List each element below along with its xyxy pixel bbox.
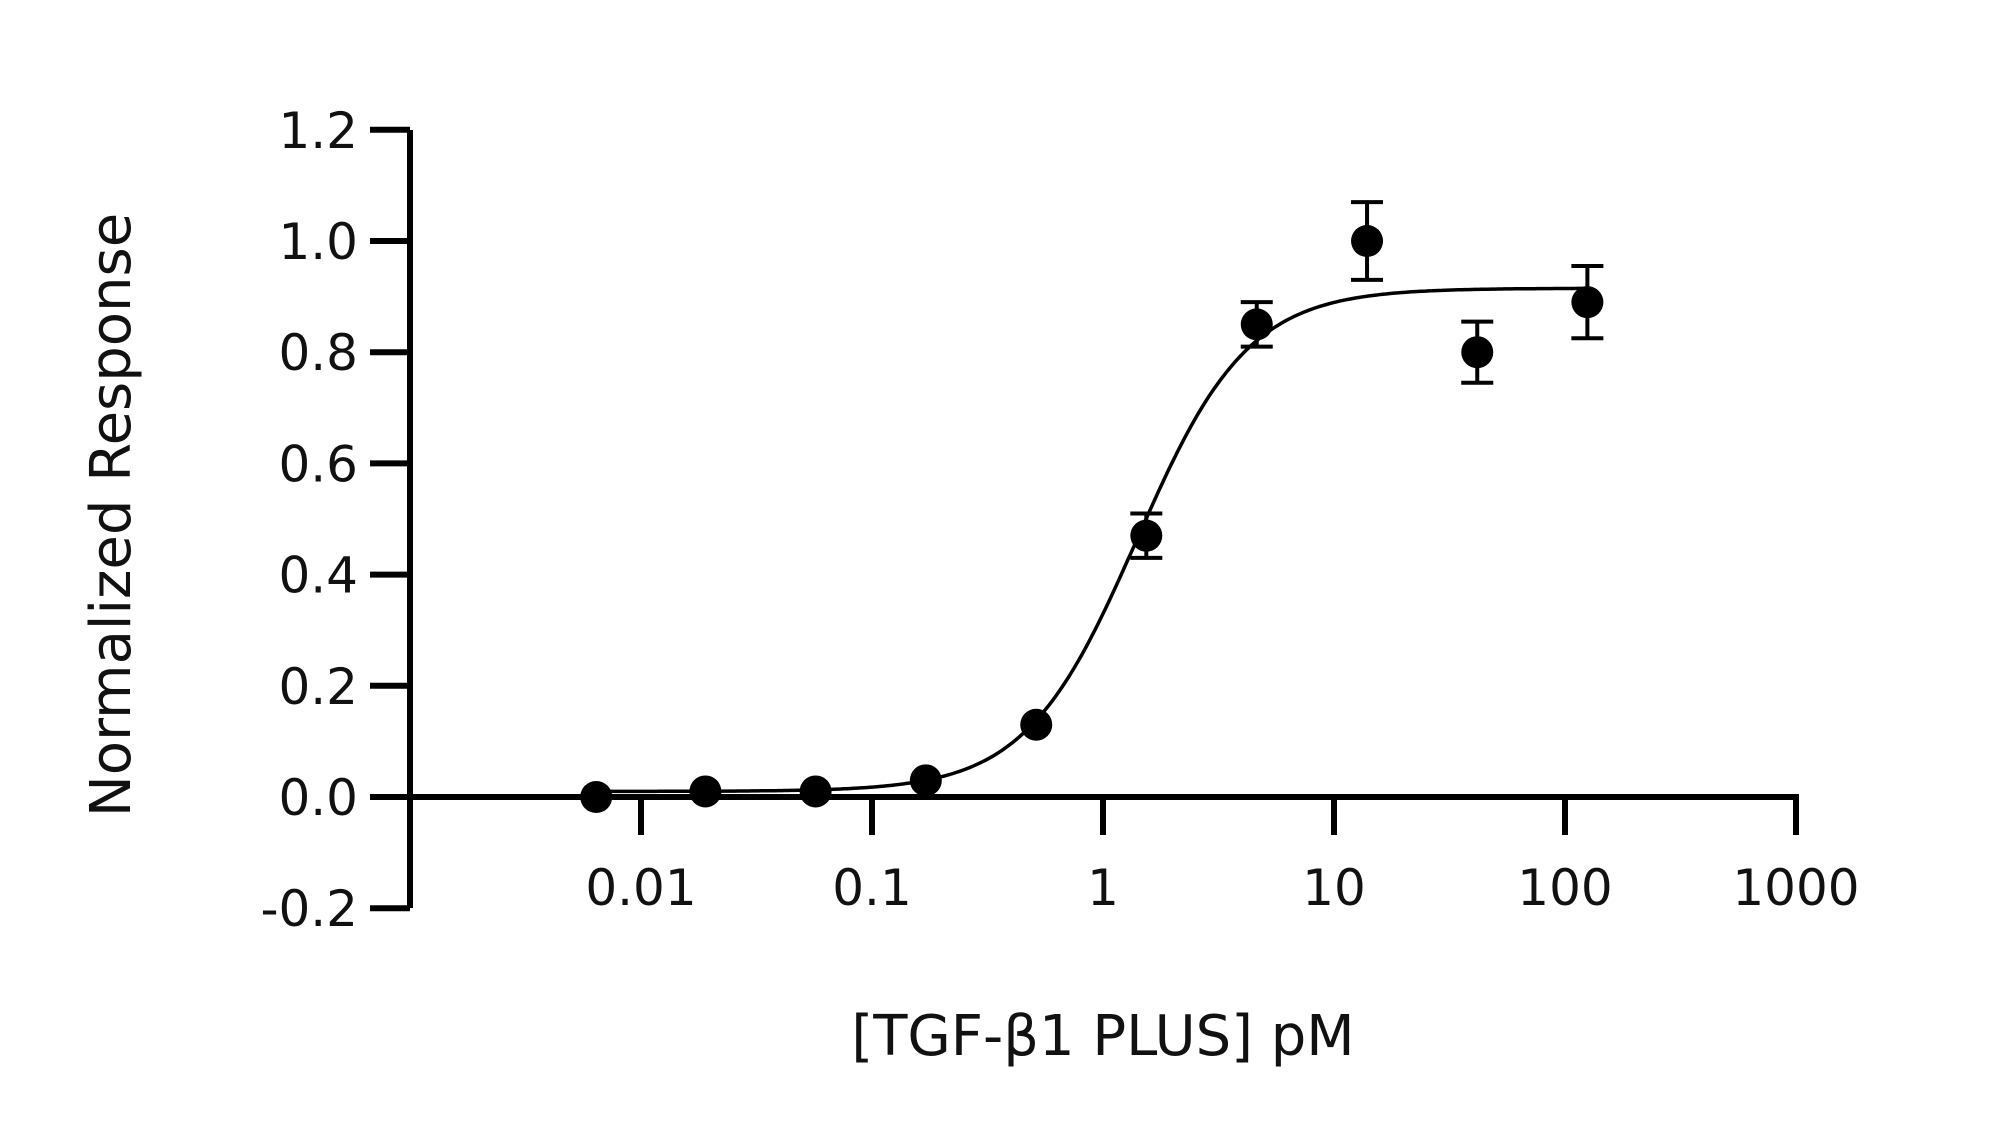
- y-tick-label: 0.8: [278, 324, 358, 382]
- data-point: [1351, 225, 1384, 257]
- x-tick-label: 1000: [1732, 859, 1859, 917]
- x-tick-label: 0.1: [832, 859, 912, 917]
- x-tick-label: 1: [1087, 859, 1119, 917]
- data-point: [689, 775, 722, 808]
- y-axis-title: Normalized Response: [79, 213, 144, 817]
- y-tick-label: 1.2: [278, 102, 358, 160]
- data-point: [1571, 286, 1604, 319]
- data-point: [1130, 519, 1163, 552]
- y-tick-label: 1.0: [278, 213, 358, 271]
- x-axis-title: [TGF-β1 PLUS] pM: [851, 1004, 1354, 1069]
- y-tick-label: 0.2: [278, 658, 358, 716]
- fit-curve: [596, 286, 1588, 794]
- x-tick-label: 100: [1517, 859, 1612, 917]
- data-point: [799, 775, 832, 808]
- x-tick-label: 0.01: [585, 859, 696, 917]
- data-point: [1020, 708, 1053, 741]
- data-point: [909, 764, 942, 797]
- y-tick-label: 0.6: [278, 435, 358, 493]
- data-point: [1461, 336, 1494, 369]
- y-tick-label: -0.2: [260, 880, 358, 938]
- y-tick-label: 0.4: [278, 547, 358, 605]
- x-tick-label: 10: [1302, 859, 1366, 917]
- data-point: [1240, 308, 1273, 341]
- y-tick-label: 0.0: [278, 769, 358, 827]
